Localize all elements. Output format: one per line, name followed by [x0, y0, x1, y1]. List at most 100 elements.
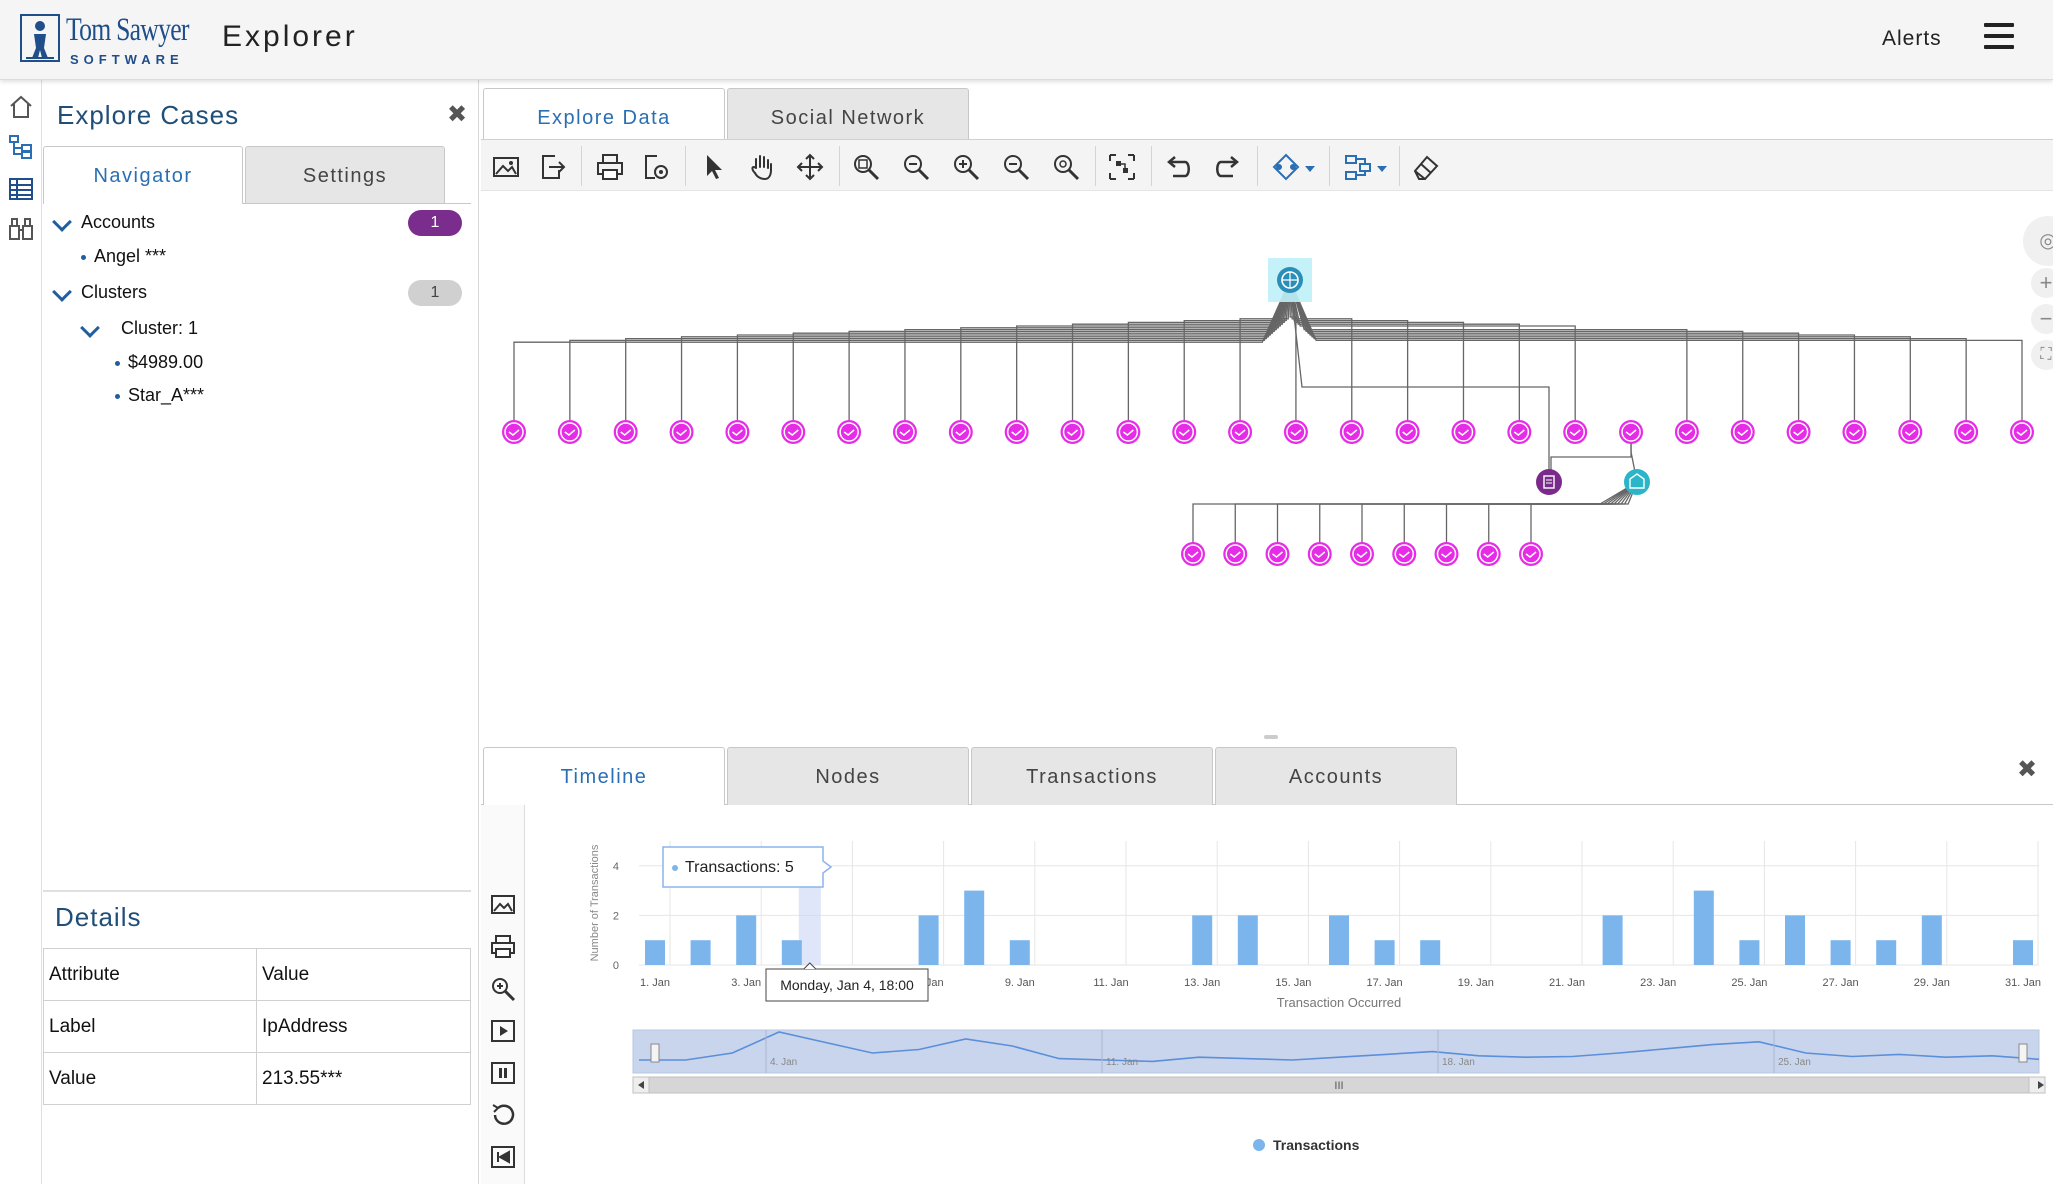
bar[interactable] — [1602, 915, 1623, 965]
transaction-node[interactable] — [557, 420, 582, 444]
transaction-node[interactable] — [1307, 542, 1332, 566]
tom-sawyer-logo[interactable]: Tom Sawyer SOFTWARE — [20, 12, 189, 67]
dropdown-arrow-icon[interactable] — [1303, 152, 1317, 182]
table-icon[interactable] — [8, 176, 34, 202]
transaction-node[interactable] — [1265, 542, 1290, 566]
navigator-range[interactable] — [632, 1029, 2040, 1074]
tab-transactions[interactable]: Transactions — [971, 747, 1213, 805]
zoom-icon[interactable] — [489, 975, 517, 1003]
vertical-splitter[interactable] — [1264, 735, 1278, 739]
tree-accounts[interactable]: Accounts — [81, 212, 156, 232]
alerts-link[interactable]: Alerts — [1882, 27, 1942, 50]
transaction-node[interactable] — [1181, 542, 1205, 566]
transaction-node[interactable] — [1519, 542, 1543, 566]
legend-label[interactable]: Transactions — [1273, 1137, 1360, 1153]
transaction-node[interactable] — [613, 420, 638, 444]
bar[interactable] — [1192, 915, 1213, 965]
transaction-node[interactable] — [1786, 420, 1811, 444]
transaction-node[interactable] — [1954, 420, 1979, 444]
zoom-area-icon[interactable] — [851, 152, 881, 182]
bar[interactable] — [690, 940, 711, 965]
tab-navigator[interactable]: Navigator — [43, 146, 243, 204]
layout-style-icon[interactable] — [1271, 152, 1301, 182]
transaction-node[interactable] — [781, 420, 806, 444]
hamburger-menu-icon[interactable] — [1984, 21, 2014, 51]
scrollbar-right-button[interactable] — [2028, 1076, 2046, 1094]
transaction-node[interactable] — [1395, 420, 1420, 444]
transaction-node[interactable] — [1283, 420, 1308, 444]
binoculars-icon[interactable] — [8, 216, 34, 242]
transaction-node[interactable] — [1339, 420, 1364, 444]
legend-marker[interactable] — [1253, 1139, 1265, 1151]
ip-address-node[interactable] — [1268, 258, 1312, 302]
tab-nodes[interactable]: Nodes — [727, 747, 969, 805]
bar[interactable] — [1876, 940, 1897, 965]
transaction-node[interactable] — [1004, 420, 1029, 444]
pause-icon[interactable] — [489, 1059, 517, 1087]
tree-account-item[interactable]: Angel *** — [81, 246, 166, 267]
bar[interactable] — [918, 915, 939, 965]
bar[interactable] — [1830, 940, 1851, 965]
tree-clusters[interactable]: Clusters — [81, 282, 148, 302]
scroll-left-icon[interactable] — [638, 1081, 644, 1089]
routing-icon[interactable] — [1343, 152, 1373, 182]
bar[interactable] — [2013, 940, 2033, 965]
select-icon[interactable] — [699, 152, 729, 182]
tree-cluster-item[interactable]: $4989.00 — [115, 352, 203, 373]
transaction-node[interactable] — [1507, 420, 1532, 444]
bar[interactable] — [1921, 915, 1942, 965]
tab-accounts[interactable]: Accounts — [1215, 747, 1457, 805]
tab-social-network[interactable]: Social Network — [727, 88, 969, 146]
bar[interactable] — [1420, 940, 1441, 965]
transaction-node[interactable] — [1223, 542, 1248, 566]
move-icon[interactable] — [795, 152, 825, 182]
eraser-icon[interactable] — [1411, 152, 1441, 182]
bar[interactable] — [645, 940, 665, 965]
zoom-in-icon[interactable] — [951, 152, 981, 182]
graph-canvas[interactable]: ◎ + − ⛶ — [481, 192, 2053, 732]
fit-screen-icon[interactable]: ⛶ — [2031, 340, 2053, 370]
tree-cluster-item[interactable]: Star_A*** — [115, 385, 204, 406]
chevron-down-icon[interactable] — [80, 318, 100, 338]
print-icon[interactable] — [595, 152, 625, 182]
transaction-node[interactable] — [1172, 420, 1197, 444]
bar[interactable] — [964, 890, 985, 965]
layout-icon[interactable] — [1107, 152, 1137, 182]
merchant-node[interactable] — [1624, 469, 1650, 495]
transaction-node[interactable] — [1730, 420, 1755, 444]
navigator-handle-left[interactable] — [650, 1043, 660, 1063]
transaction-node[interactable] — [1674, 420, 1699, 444]
transaction-node[interactable] — [948, 420, 973, 444]
chevron-down-icon[interactable] — [52, 212, 72, 232]
scrollbar-grip[interactable]: III — [1334, 1080, 1343, 1092]
transaction-node[interactable] — [1842, 420, 1867, 444]
transaction-node[interactable] — [1116, 420, 1141, 444]
export-icon[interactable] — [537, 152, 567, 182]
bar[interactable] — [1237, 915, 1258, 965]
transaction-node[interactable] — [502, 420, 526, 444]
panel-splitter[interactable] — [43, 890, 471, 892]
tab-timeline[interactable]: Timeline — [483, 747, 725, 805]
transaction-node[interactable] — [1228, 420, 1253, 444]
transaction-node[interactable] — [1350, 542, 1374, 566]
scroll-right-icon[interactable] — [2038, 1081, 2044, 1089]
step-back-icon[interactable] — [489, 1143, 517, 1171]
bar[interactable] — [1739, 940, 1760, 965]
close-panel-icon[interactable]: ✖ — [447, 101, 468, 128]
zoom-minus-icon[interactable] — [1001, 152, 1031, 182]
bar[interactable] — [1009, 940, 1030, 965]
redo-icon[interactable] — [1213, 152, 1243, 182]
zoom-out-icon[interactable] — [901, 152, 931, 182]
bar[interactable] — [1693, 890, 1714, 965]
transaction-node[interactable] — [1392, 542, 1417, 566]
chevron-down-icon[interactable] — [52, 282, 72, 302]
home-icon[interactable] — [8, 94, 34, 120]
transaction-node[interactable] — [1060, 420, 1085, 444]
transaction-node[interactable] — [1898, 420, 1923, 444]
print-icon[interactable] — [489, 933, 517, 961]
dropdown-arrow-icon[interactable] — [1375, 152, 1389, 182]
zoom-minus-icon[interactable]: − — [2031, 304, 2053, 334]
transaction-node[interactable] — [1434, 542, 1459, 566]
